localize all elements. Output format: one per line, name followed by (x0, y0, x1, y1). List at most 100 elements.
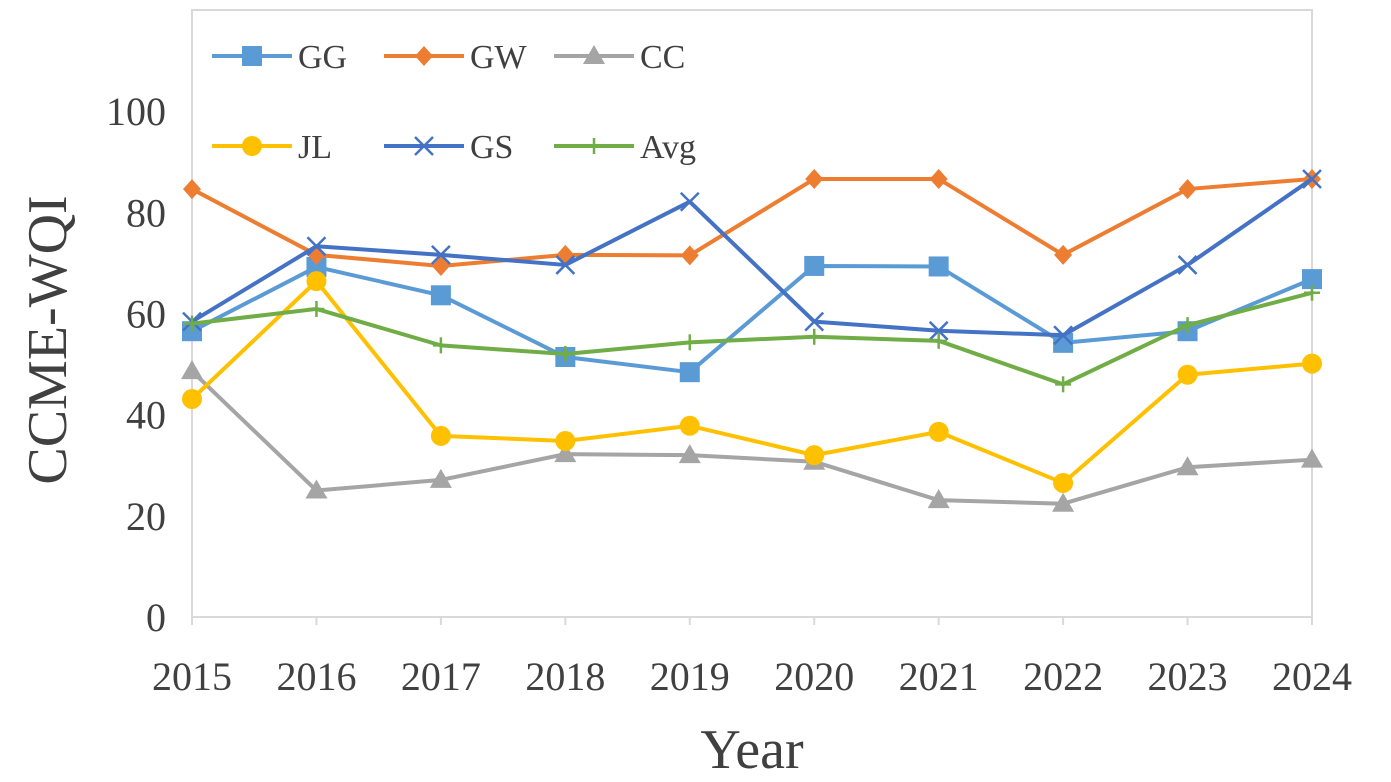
x-tick-label: 2016 (276, 654, 356, 699)
legend-marker-jl (242, 136, 262, 156)
series-line-avg (190, 290, 1314, 387)
x-axis-ticks: 2015 2016 2017 2018 2019 2020 2021 2022 2023 2024 (152, 617, 1352, 699)
data-point-gg (804, 255, 825, 276)
data-point-gs-stroke (679, 191, 700, 212)
y-tick-label: 20 (126, 494, 166, 539)
data-point-cc (1176, 456, 1199, 476)
x-tick-label: 2020 (774, 654, 854, 699)
legend-marker-gs-stroke (414, 136, 434, 156)
legend-item-gw: GW (384, 39, 528, 76)
x-tick-label: 2015 (152, 654, 232, 699)
data-point-cc (305, 479, 328, 499)
y-tick-label: 100 (106, 89, 166, 134)
y-tick-label: 0 (146, 595, 166, 640)
data-point-jl (928, 421, 949, 442)
data-point-gs (679, 191, 700, 212)
series-cc (181, 360, 1323, 512)
legend-label-gs: GS (470, 129, 513, 166)
x-axis-title: Year (700, 719, 804, 781)
data-point-jl (804, 445, 825, 466)
data-point-gs-stroke (928, 320, 949, 341)
series-line-gs (190, 176, 1314, 338)
legend-label-jl: JL (298, 129, 332, 166)
data-point-gs (1177, 255, 1198, 275)
series-line-cc (190, 369, 1314, 506)
series-avg (184, 284, 1320, 393)
data-point-avg (681, 334, 698, 351)
data-point-gs (804, 311, 825, 332)
data-point-jl (182, 388, 202, 409)
x-tick-label: 2024 (1272, 654, 1352, 699)
legend-marker-avg (586, 138, 602, 154)
data-point-gw (1178, 179, 1197, 200)
data-point-cc (927, 489, 950, 509)
legend-marker-gg (242, 46, 262, 66)
data-point-avg (1055, 376, 1072, 393)
data-point-avg (930, 332, 947, 349)
legend-item-cc: CC (554, 39, 685, 76)
data-point-gg (306, 256, 327, 277)
data-point-gg (1302, 269, 1322, 290)
series-gw (183, 168, 1321, 276)
legend-item-gs: GS (384, 129, 513, 166)
data-point-jl (1177, 364, 1198, 385)
series-gs (182, 169, 1322, 346)
legend-label-gg: GG (298, 39, 347, 76)
data-point-jl (1053, 472, 1074, 493)
data-point-cc (554, 443, 577, 463)
series-jl (182, 271, 1322, 493)
data-point-avg (308, 300, 325, 317)
legend-item-jl: JL (212, 129, 332, 166)
data-point-avg (806, 328, 823, 345)
data-point-gw (929, 168, 948, 189)
data-point-gs-stroke (1053, 325, 1073, 346)
x-tick-label: 2017 (401, 654, 481, 699)
data-point-cc (429, 468, 452, 488)
data-point-gs (306, 236, 327, 257)
data-point-avg (1304, 284, 1320, 301)
y-axis-ticks: 0 20 40 60 80 100 (106, 89, 166, 640)
data-point-gg (679, 362, 700, 383)
data-point-gs-stroke (1302, 169, 1322, 189)
data-point-cc (1052, 492, 1075, 512)
legend-marker-gw (415, 46, 433, 66)
data-point-gw (680, 245, 699, 266)
data-point-gs (1302, 169, 1322, 189)
legend-label-avg: Avg (640, 129, 696, 166)
series-line-gg (190, 263, 1314, 375)
data-point-gw (183, 179, 201, 200)
x-tick-label: 2018 (525, 654, 605, 699)
data-point-gs-stroke (431, 244, 451, 265)
data-point-avg (432, 337, 449, 354)
data-point-avg (1179, 317, 1196, 334)
data-point-cc (1301, 448, 1323, 468)
x-tick-label: 2021 (899, 654, 979, 699)
y-tick-label: 80 (126, 190, 166, 235)
data-point-jl (430, 425, 451, 446)
data-point-gs (1053, 325, 1073, 346)
data-point-gs-stroke (1177, 255, 1198, 275)
data-point-cc (181, 360, 203, 380)
y-axis-title: CCME-WQI (17, 195, 79, 484)
data-point-gg (928, 256, 949, 277)
data-point-cc (678, 444, 701, 464)
data-point-jl (306, 271, 327, 292)
data-point-gg (430, 285, 451, 306)
series-line-jl (190, 279, 1314, 485)
legend-label-gw: GW (470, 39, 528, 76)
data-point-gs-stroke (555, 255, 576, 275)
legend-item-gg: GG (212, 39, 347, 76)
legend-marker-gs (414, 136, 434, 156)
data-point-avg (184, 315, 200, 332)
data-point-avg (557, 345, 574, 362)
data-point-gs-stroke (306, 236, 327, 257)
legend-item-avg: Avg (554, 129, 696, 166)
data-point-jl (679, 415, 700, 436)
y-tick-label: 40 (126, 393, 166, 438)
x-tick-label: 2022 (1023, 654, 1103, 699)
data-point-gs (928, 320, 949, 341)
legend-label-cc: CC (640, 39, 685, 76)
data-point-gg (1053, 332, 1074, 353)
data-point-jl (555, 430, 576, 451)
